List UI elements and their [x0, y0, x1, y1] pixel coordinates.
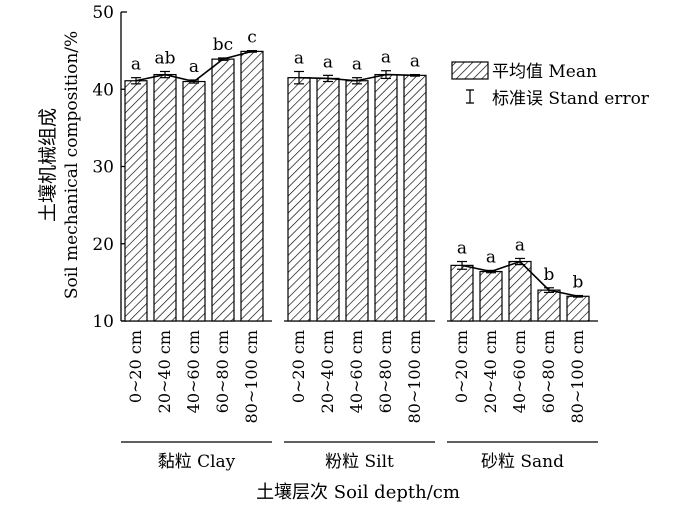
significance-letter: a [515, 235, 525, 255]
x-tick-label: 20~40 cm [318, 330, 337, 413]
group-label: 粉粒 Silt [325, 452, 394, 472]
x-tick-label: 80~100 cm [405, 330, 424, 424]
x-tick-label: 60~80 cm [213, 330, 232, 413]
y-tick-label: 20 [92, 235, 114, 255]
bar [316, 77, 340, 322]
significance-letter: bc [213, 35, 233, 55]
significance-letter: a [457, 239, 467, 259]
group-label: 黏粒 Clay [158, 452, 236, 472]
bar [403, 74, 427, 322]
bar [537, 289, 561, 322]
x-tick-label: 0~20 cm [126, 330, 145, 403]
x-axis-title: 土壤层次 Soil depth/cm [256, 482, 460, 503]
x-tick-label: 60~80 cm [376, 330, 395, 413]
bar [153, 73, 177, 322]
bar [508, 260, 532, 322]
legend-mean-swatch [451, 61, 489, 80]
bar [450, 264, 474, 322]
group-label: 砂粒 Sand [481, 452, 564, 472]
significance-letter: a [131, 55, 141, 75]
bar [211, 58, 235, 322]
significance-letter: ab [154, 48, 175, 68]
significance-letter: a [486, 247, 496, 267]
bar [374, 73, 398, 322]
x-tick-label: 0~20 cm [289, 330, 308, 403]
x-tick-label: 0~20 cm [452, 330, 471, 403]
significance-letter: a [294, 48, 304, 68]
bar [124, 80, 148, 322]
legend-mean-label: 平均值 Mean [492, 62, 597, 82]
significance-letter: a [352, 55, 362, 75]
x-tick-label: 80~100 cm [242, 330, 261, 424]
x-tick-label: 40~60 cm [184, 330, 203, 413]
trend-line [135, 50, 253, 83]
significance-letter: a [381, 48, 391, 68]
x-tick-label: 60~80 cm [539, 330, 558, 413]
significance-letter: a [323, 52, 333, 72]
bar [240, 50, 264, 322]
significance-letter: b [573, 273, 584, 293]
significance-letter: a [410, 52, 420, 72]
x-tick-label: 20~40 cm [481, 330, 500, 413]
y-tick-label: 10 [92, 312, 114, 332]
significance-letter: a [189, 57, 199, 77]
trend-line [461, 260, 579, 298]
y-tick-label: 50 [92, 3, 114, 23]
bar [182, 80, 206, 322]
y-tick-label: 40 [92, 80, 114, 100]
legend: 平均值 Mean 标准误 Stand error [451, 61, 650, 109]
x-tick-label: 40~60 cm [347, 330, 366, 413]
x-tick-label: 80~100 cm [568, 330, 587, 424]
significance-letter: b [544, 265, 555, 285]
axes: 10 20 30 40 50 [92, 3, 598, 443]
significance-letter: c [247, 28, 257, 48]
bar [287, 77, 311, 322]
bar [566, 295, 590, 322]
x-tick-label: 20~40 cm [155, 330, 174, 413]
trend-line [298, 73, 416, 82]
bar [345, 80, 369, 322]
x-tick-label: 40~60 cm [510, 330, 529, 413]
legend-error-symbol [466, 89, 474, 104]
trend-lines-layer [135, 50, 579, 298]
y-axis-title-en: Soil mechanical composition/% [62, 31, 82, 299]
y-tick-label: 30 [92, 158, 114, 178]
bar [479, 270, 503, 322]
y-axis-title-cn: 土壤机械组成 [37, 108, 59, 222]
legend-error-label: 标准误 Stand error [492, 89, 650, 109]
